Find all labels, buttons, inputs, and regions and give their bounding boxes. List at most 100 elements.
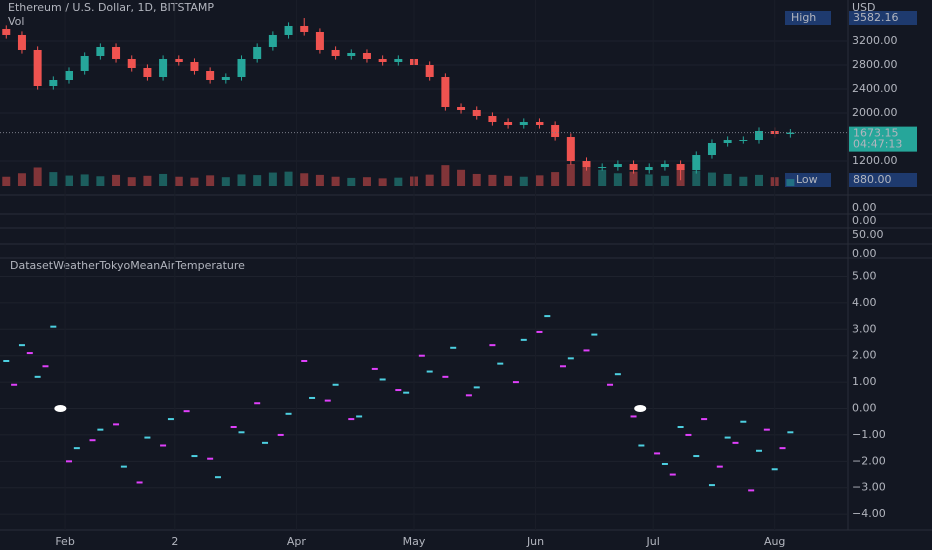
candle-body	[660, 164, 669, 168]
point	[160, 444, 167, 447]
point	[442, 375, 449, 378]
point	[42, 365, 49, 368]
candle-body	[159, 58, 168, 77]
point	[756, 449, 763, 452]
volume-bar	[472, 173, 481, 186]
y-tick-label: 1.00	[852, 375, 877, 388]
y-tick-label: −4.00	[852, 507, 886, 520]
point	[748, 489, 755, 492]
pane-scale-label: 0.00	[852, 247, 877, 260]
candle-body	[237, 58, 246, 77]
candle-body	[613, 164, 622, 168]
high-tag	[785, 11, 831, 25]
candle-body	[33, 49, 42, 86]
point	[11, 383, 18, 386]
x-tick-label: Jul	[646, 535, 660, 548]
point	[591, 333, 598, 336]
point	[136, 481, 143, 484]
point	[34, 375, 41, 378]
point	[724, 436, 731, 439]
volume-bar	[237, 174, 246, 186]
point	[544, 315, 551, 318]
point	[536, 330, 543, 333]
candle-body	[127, 58, 136, 68]
volume-bar	[331, 176, 340, 186]
x-tick-label: Feb	[55, 535, 74, 548]
y-tick-label: 2400.00	[852, 82, 898, 95]
volume-bar	[535, 175, 544, 186]
x-tick-label: 2	[171, 535, 178, 548]
volume-bar	[253, 175, 262, 186]
pane-scale-label: 0.00	[852, 201, 877, 214]
point	[701, 418, 708, 421]
point	[301, 359, 308, 362]
candle-body	[65, 70, 74, 80]
point	[97, 428, 104, 431]
volume-bar	[159, 173, 168, 186]
indicator-title[interactable]: DatasetWeatherTokyoMeanAirTemperature	[10, 259, 245, 272]
candle-body	[49, 79, 58, 86]
y-tick-label: −2.00	[852, 454, 886, 467]
volume-bar	[566, 164, 575, 186]
point	[732, 441, 739, 444]
point	[254, 402, 261, 405]
y-tick-label: 3.00	[852, 322, 877, 335]
candle-body	[755, 131, 764, 141]
point	[607, 383, 614, 386]
candle-body	[206, 70, 215, 80]
candle-body	[378, 58, 387, 62]
volume-bar	[394, 177, 403, 186]
candle-body	[394, 58, 403, 62]
volume-bar	[17, 173, 26, 186]
pane-scale-label: 0.00	[852, 214, 877, 227]
candle-body	[315, 31, 324, 50]
candle-body	[253, 46, 262, 59]
x-tick-label: Aug	[764, 535, 785, 548]
candle-body	[347, 52, 356, 56]
point	[779, 447, 786, 450]
candle-body	[441, 76, 450, 108]
candle-body	[425, 64, 434, 77]
point	[285, 412, 292, 415]
volume-bar	[190, 177, 199, 186]
volume-bar	[268, 172, 277, 186]
point	[66, 460, 73, 463]
candle-body	[707, 143, 716, 156]
candle-body	[786, 132, 795, 135]
volume-bar	[300, 173, 309, 186]
volume-bar	[315, 174, 324, 186]
point	[54, 405, 67, 413]
y-tick-label: 2000.00	[852, 106, 898, 119]
point	[708, 484, 715, 487]
candle-body	[362, 52, 371, 59]
volume-label[interactable]: Vol	[8, 15, 24, 28]
candle-body	[457, 107, 466, 111]
point	[787, 431, 794, 434]
volume-bar	[206, 175, 215, 186]
point	[512, 381, 519, 384]
volume-bar	[378, 178, 387, 186]
y-tick-label: 4.00	[852, 296, 877, 309]
point	[50, 325, 57, 328]
high-label: High	[791, 11, 816, 24]
point	[371, 367, 378, 370]
volume-bar	[96, 176, 105, 186]
y-tick-label: 1200.00	[852, 154, 898, 167]
candle-body	[190, 61, 199, 71]
volume-bar	[786, 179, 795, 186]
volume-bar	[504, 175, 513, 186]
volume-bar	[49, 172, 58, 186]
volume-bar	[362, 177, 371, 186]
point	[661, 462, 668, 465]
volume-bar	[425, 174, 434, 186]
point	[614, 373, 621, 376]
symbol-title[interactable]: Ethereum / U.S. Dollar, 1D, BITSTAMP	[8, 1, 214, 14]
candle-body	[174, 58, 183, 62]
y-tick-label: −3.00	[852, 481, 886, 494]
point	[654, 452, 661, 455]
candle-body	[582, 161, 591, 168]
candle-body	[676, 164, 685, 171]
volume-bar	[629, 171, 638, 186]
volume-bar	[174, 176, 183, 186]
